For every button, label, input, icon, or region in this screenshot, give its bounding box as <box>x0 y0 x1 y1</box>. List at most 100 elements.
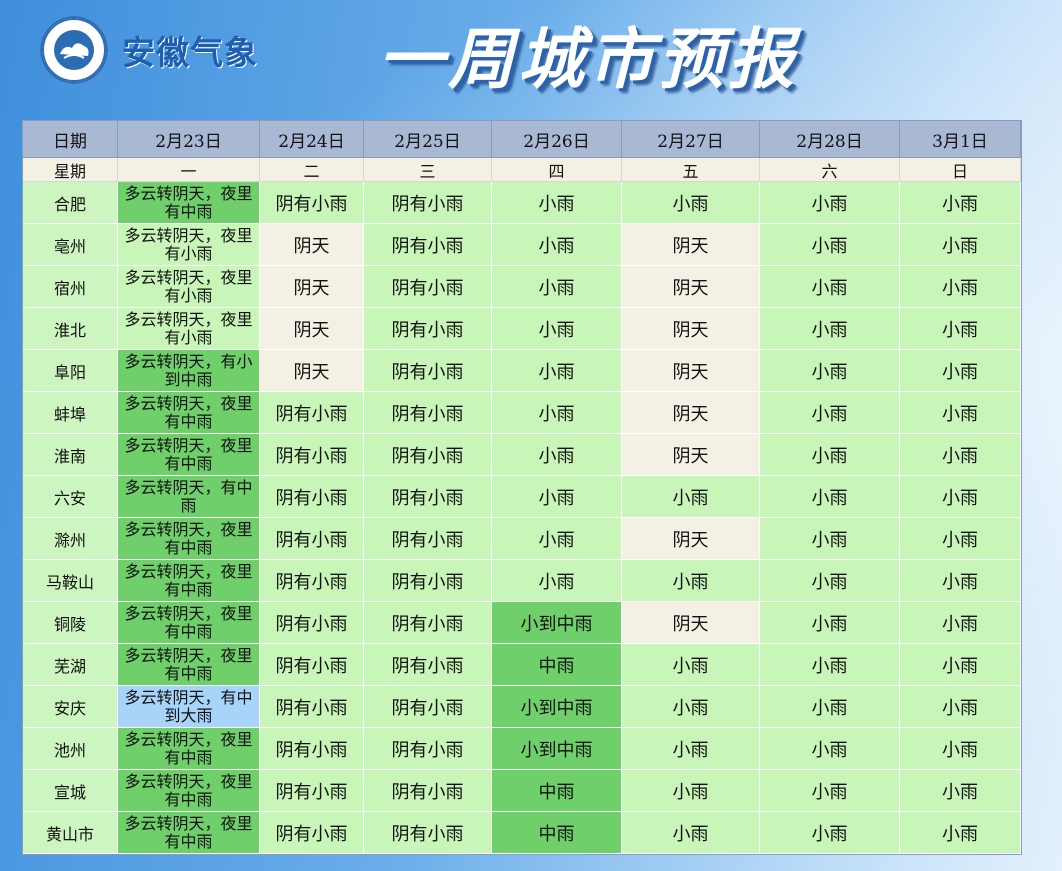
forecast-cell: 小雨 <box>622 182 760 224</box>
forecast-cell: 多云转阴天，夜里有小雨 <box>118 308 260 350</box>
city-name: 滁州 <box>23 518 118 560</box>
forecast-cell: 阴天 <box>622 224 760 266</box>
forecast-cell: 阴天 <box>260 224 364 266</box>
forecast-cell: 阴天 <box>260 266 364 308</box>
forecast-cell: 小雨 <box>492 350 622 392</box>
forecast-cell: 小到中雨 <box>492 602 622 644</box>
forecast-cell: 小雨 <box>760 476 900 518</box>
forecast-cell: 小到中雨 <box>492 686 622 728</box>
forecast-cell: 阴有小雨 <box>260 770 364 812</box>
forecast-cell: 小雨 <box>622 686 760 728</box>
city-name: 合肥 <box>23 182 118 224</box>
forecast-cell: 小雨 <box>900 392 1021 434</box>
org-name: 安徽气象 <box>122 33 258 72</box>
forecast-cell: 阴天 <box>622 266 760 308</box>
city-name: 淮南 <box>23 434 118 476</box>
forecast-cell: 阴有小雨 <box>260 518 364 560</box>
city-name: 蚌埠 <box>23 392 118 434</box>
forecast-cell: 阴有小雨 <box>260 644 364 686</box>
forecast-cell: 小雨 <box>492 224 622 266</box>
forecast-cell: 中雨 <box>492 644 622 686</box>
date-header: 2月24日 <box>260 121 364 158</box>
weekday-header: 五 <box>622 158 760 182</box>
forecast-cell: 小雨 <box>900 224 1021 266</box>
forecast-cell: 小雨 <box>900 266 1021 308</box>
forecast-cell: 阴天 <box>622 434 760 476</box>
page-title: 一周城市预报 <box>378 21 798 98</box>
forecast-cell: 多云转阴天，有中雨 <box>118 476 260 518</box>
forecast-cell: 小雨 <box>492 266 622 308</box>
city-name: 黄山市 <box>23 812 118 854</box>
forecast-cell: 小雨 <box>622 560 760 602</box>
forecast-cell: 小雨 <box>760 434 900 476</box>
forecast-cell: 多云转阴天，夜里有中雨 <box>118 560 260 602</box>
forecast-cell: 阴有小雨 <box>364 392 492 434</box>
forecast-cell: 阴天 <box>622 518 760 560</box>
date-header: 2月28日 <box>760 121 900 158</box>
forecast-cell: 小雨 <box>492 182 622 224</box>
forecast-cell: 小雨 <box>900 434 1021 476</box>
forecast-cell: 阴天 <box>622 602 760 644</box>
forecast-cell: 多云转阴天，夜里有中雨 <box>118 728 260 770</box>
forecast-cell: 小雨 <box>622 644 760 686</box>
forecast-cell: 小雨 <box>760 518 900 560</box>
forecast-cell: 小雨 <box>900 770 1021 812</box>
forecast-cell: 小雨 <box>760 686 900 728</box>
forecast-cell: 阴天 <box>622 392 760 434</box>
forecast-cell: 阴有小雨 <box>364 770 492 812</box>
forecast-cell: 阴有小雨 <box>260 602 364 644</box>
weekday-header: 日 <box>900 158 1021 182</box>
forecast-cell: 多云转阴天，夜里有中雨 <box>118 434 260 476</box>
forecast-cell: 小雨 <box>900 728 1021 770</box>
forecast-cell: 阴有小雨 <box>260 182 364 224</box>
forecast-cell: 小雨 <box>492 392 622 434</box>
forecast-cell: 阴有小雨 <box>364 350 492 392</box>
city-name: 马鞍山 <box>23 560 118 602</box>
forecast-cell: 多云转阴天，有中到大雨 <box>118 686 260 728</box>
weekday-header: 六 <box>760 158 900 182</box>
forecast-cell: 阴天 <box>622 308 760 350</box>
forecast-cell: 小雨 <box>760 812 900 854</box>
city-name: 宿州 <box>23 266 118 308</box>
forecast-cell: 小雨 <box>760 182 900 224</box>
city-name: 芜湖 <box>23 644 118 686</box>
forecast-cell: 小到中雨 <box>492 728 622 770</box>
forecast-cell: 阴有小雨 <box>260 476 364 518</box>
forecast-cell: 多云转阴天，夜里有中雨 <box>118 812 260 854</box>
forecast-cell: 小雨 <box>760 602 900 644</box>
forecast-cell: 小雨 <box>760 350 900 392</box>
forecast-cell: 阴有小雨 <box>364 644 492 686</box>
forecast-cell: 多云转阴天，夜里有中雨 <box>118 182 260 224</box>
forecast-cell: 小雨 <box>900 602 1021 644</box>
forecast-cell: 小雨 <box>900 308 1021 350</box>
date-header: 2月23日 <box>118 121 260 158</box>
forecast-cell: 小雨 <box>760 770 900 812</box>
forecast-cell: 小雨 <box>760 644 900 686</box>
forecast-cell: 阴有小雨 <box>364 308 492 350</box>
forecast-cell: 小雨 <box>622 476 760 518</box>
forecast-cell: 阴有小雨 <box>260 560 364 602</box>
forecast-cell: 小雨 <box>492 560 622 602</box>
forecast-cell: 小雨 <box>760 392 900 434</box>
forecast-cell: 多云转阴天，夜里有小雨 <box>118 266 260 308</box>
forecast-cell: 小雨 <box>492 308 622 350</box>
forecast-cell: 阴有小雨 <box>364 518 492 560</box>
forecast-cell: 阴有小雨 <box>364 434 492 476</box>
forecast-cell: 小雨 <box>760 308 900 350</box>
forecast-cell: 阴有小雨 <box>364 266 492 308</box>
date-header: 2月25日 <box>364 121 492 158</box>
forecast-cell: 中雨 <box>492 812 622 854</box>
forecast-cell: 阴有小雨 <box>364 686 492 728</box>
city-name: 安庆 <box>23 686 118 728</box>
forecast-cell: 小雨 <box>492 434 622 476</box>
forecast-cell: 多云转阴天，夜里有小雨 <box>118 224 260 266</box>
city-name: 亳州 <box>23 224 118 266</box>
forecast-cell: 阴有小雨 <box>364 812 492 854</box>
forecast-cell: 小雨 <box>760 560 900 602</box>
weekday-header-label: 星期 <box>23 158 118 182</box>
forecast-cell: 阴有小雨 <box>364 560 492 602</box>
forecast-cell: 小雨 <box>622 812 760 854</box>
forecast-cell: 阴有小雨 <box>260 728 364 770</box>
forecast-cell: 小雨 <box>900 476 1021 518</box>
city-name: 阜阳 <box>23 350 118 392</box>
